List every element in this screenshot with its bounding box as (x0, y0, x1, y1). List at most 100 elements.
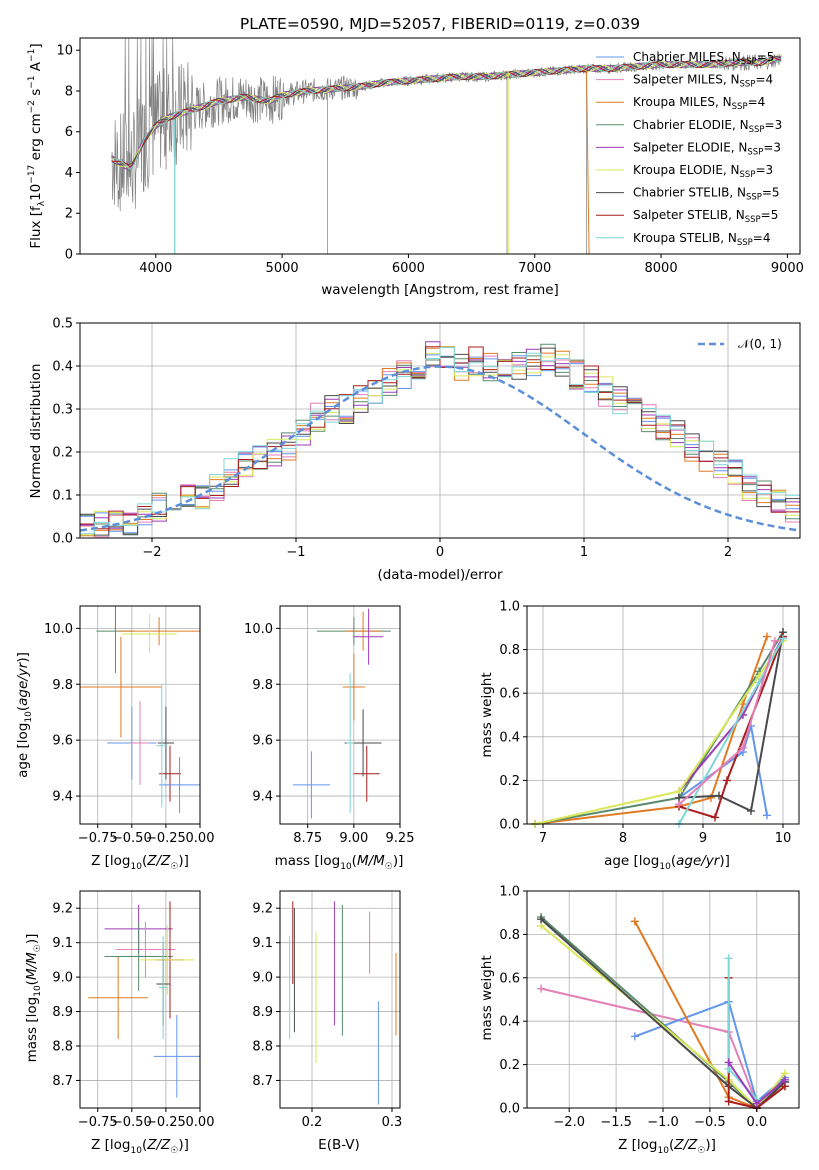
z-mass-y-tick-label: 9.0 (52, 971, 73, 986)
mass-age-y-tick-label: 9.6 (252, 734, 273, 749)
mass-age-y-tick-label: 9.8 (252, 678, 273, 693)
z-mass-axes-frame (79, 890, 201, 1109)
spectrum-y-ticks: 0 2 4 6 8 10 (56, 44, 80, 263)
legend-subscript: SSP (740, 170, 756, 180)
ebv-mass-y-tick-label: 8.7 (252, 1074, 273, 1089)
histogram-y-tick-label: 0.4 (52, 360, 73, 375)
z-age-y-tick-label: 10.0 (44, 622, 73, 637)
spectrum-y-tick-label: 6 (65, 125, 73, 140)
massweight-vs-age-panel: 7 8 9 10 0.0 0.2 0.4 0.6 0.8 1.0 (499, 600, 800, 847)
mass-age-x-tick-label: 9.25 (386, 831, 415, 846)
z-age-errorbar-point (157, 706, 175, 780)
mw-z-y-tick-label: 0.8 (499, 928, 520, 943)
z-mass-x-tick-label: 0.00 (186, 1115, 215, 1130)
mw-age-weight-marker (771, 636, 779, 645)
spectrum-x-tick-label: 4000 (139, 261, 172, 276)
z-age-x-tick-label: −0.75 (78, 831, 118, 846)
ebv-mass-y-tick-label: 8.8 (252, 1040, 273, 1055)
legend-label: Chabrier STELIB, NSSP=5 (633, 186, 780, 203)
spectrum-plot-area (111, 38, 782, 255)
mw-age-axes-frame (526, 605, 800, 825)
ebv-mass-x-tick-label: 0.2 (302, 1115, 323, 1130)
ebv-mass-x-label: E(B-V) (318, 1137, 360, 1153)
spectrum-title: PLATE=0590, MJD=52057, FIBERID=0119, z=0… (240, 15, 640, 33)
legend-subscript: SSP (740, 80, 756, 90)
spectrum-x-tick-label: 7000 (518, 261, 551, 276)
z-mass-errorbar-point (88, 956, 149, 1040)
legend-count: =5 (757, 50, 775, 64)
mw-age-x-tick-label: 10 (775, 831, 792, 846)
mw-z-y-tick-label: 0.6 (499, 971, 520, 986)
z-age-errorbar-point (159, 745, 181, 802)
mw-age-y-tick-label: 0.0 (499, 818, 520, 833)
histogram-y-tick-label: 0.0 (52, 532, 73, 547)
residual-histogram-step (80, 347, 800, 535)
model-spectrum-line (111, 58, 782, 170)
legend-subscript: SSP (747, 147, 763, 157)
spectrum-y-tick-label: 4 (65, 166, 73, 181)
z-mass-x-label: Z [log10(Z/Z☉)] (91, 1137, 189, 1156)
ebv-vs-mass-panel: 0.2 0.3 8.7 8.8 8.9 9.0 9.1 9.2 (252, 890, 402, 1130)
histogram-legend: 𝒩(0, 1) (698, 337, 782, 351)
mw-z-y-tick-label: 0.4 (499, 1015, 520, 1030)
mw-age-weight-marker (739, 743, 747, 752)
histogram-x-ticks: −2 −1 0 1 2 (142, 538, 732, 560)
z-age-x-tick-label: −0.50 (112, 831, 152, 846)
mass-age-axes-frame (279, 605, 401, 825)
histogram-y-label: Normed distribution (28, 364, 44, 499)
histogram-y-tick-label: 0.1 (52, 489, 73, 504)
mw-z-y-tick-label: 1.0 (499, 885, 520, 900)
mw-z-weight-line (540, 918, 786, 1110)
legend-subscript: SSP (741, 57, 757, 67)
z-age-y-tick-label: 9.4 (52, 790, 73, 805)
normal-curve-legend-label: 𝒩(0, 1) (738, 337, 782, 351)
mass-age-x-tick-label: 9.00 (339, 831, 368, 846)
spectrum-y-tick-label: 2 (65, 207, 73, 222)
z-mass-y-tick-label: 8.7 (52, 1074, 73, 1089)
z-mass-y-label: mass [log10(M/M☉)] (24, 934, 43, 1063)
mass-age-y-tick-label: 10.0 (244, 622, 273, 637)
legend-label: Salpeter STELIB, NSSP=5 (633, 208, 778, 225)
mw-z-weight-marker (780, 1075, 789, 1084)
legend-subscript: SSP (732, 102, 748, 112)
mw-age-ticks: 7 8 9 10 0.0 0.2 0.4 0.6 0.8 1.0 (499, 600, 791, 847)
mw-z-ticks: −2.0 −1.5 −1.0 −0.5 0.0 0.0 0.2 0.4 0.6 0.8 1.0 (499, 885, 767, 1131)
mw-z-weight-marker (724, 1058, 733, 1067)
spectrum-x-tick-label: 5000 (266, 261, 299, 276)
z-age-errorbar-point (156, 684, 168, 808)
z-age-y-tick-label: 9.8 (52, 678, 73, 693)
mw-age-x-label: age [log10(age/yr)] (604, 853, 730, 872)
z-mass-errorbar-point (115, 922, 176, 978)
mw-age-weight-marker (763, 632, 771, 641)
mass-age-errorbar-point (346, 673, 354, 813)
mw-z-x-tick-label: −1.5 (600, 1115, 632, 1130)
mass-age-x-label: mass [log10(M/M☉)] (275, 853, 404, 872)
mw-age-x-tick-label: 8 (619, 831, 627, 846)
ebv-mass-y-tick-label: 8.9 (252, 1005, 273, 1020)
mw-age-weight-marker (779, 634, 787, 643)
z-age-x-tick-label: −0.25 (146, 831, 186, 846)
spectrum-axes-frame (79, 37, 801, 255)
z-age-x-label: Z [log10(Z/Z☉)] (91, 853, 189, 872)
mw-z-x-label: Z [log10(Z/Z☉)] (618, 1137, 716, 1156)
z-age-x-tick-label: 0.00 (186, 831, 215, 846)
mw-age-weight-marker (747, 806, 755, 815)
z-mass-x-tick-label: −0.25 (146, 1115, 186, 1130)
z-mass-y-tick-label: 8.8 (52, 1040, 73, 1055)
legend-label: Kroupa STELIB, NSSP=4 (633, 231, 771, 248)
histogram-x-tick-label: −2 (142, 545, 161, 560)
z-mass-errorbar-point (159, 935, 168, 1040)
mw-age-y-tick-label: 0.2 (499, 774, 520, 789)
legend-subscript: SSP (745, 215, 761, 225)
spectrum-x-label: wavelength [Angstrom, rest frame] (321, 282, 559, 298)
histogram-x-tick-label: 1 (580, 545, 588, 560)
mw-z-x-tick-label: 0.0 (746, 1115, 767, 1130)
spectrum-y-label: Flux [fλ10−17 erg cm−2 s−1 A−1] (27, 43, 47, 248)
mw-age-y-tick-label: 0.4 (499, 730, 520, 745)
z-mass-ticks: −0.75−0.50−0.25 0.00 8.7 8.8 8.9 9.0 9.1 9.2 (52, 902, 214, 1130)
z-mass-errorbar-point (104, 922, 173, 991)
spectrum-x-tick-label: 6000 (392, 261, 425, 276)
mw-z-weight-marker (724, 954, 733, 963)
z-vs-age-panel: −0.75−0.50−0.25 0.00 9.4 9.6 9.8 10.0 (44, 605, 215, 846)
mw-z-x-tick-label: −2.0 (553, 1115, 585, 1130)
